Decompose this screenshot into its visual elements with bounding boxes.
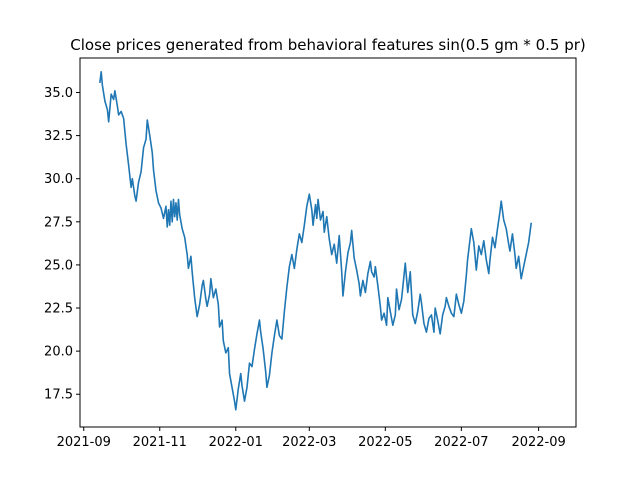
series-line-close bbox=[99, 70, 533, 411]
x-tick-label: 2021-09 bbox=[57, 435, 111, 450]
x-tick-label: 2021-11 bbox=[133, 435, 187, 450]
chart-title: Close prices generated from behavioral f… bbox=[70, 36, 585, 54]
y-tick-label: 20.0 bbox=[44, 345, 73, 360]
x-tick-label: 2022-09 bbox=[511, 435, 565, 450]
y-tick-label: 32.5 bbox=[44, 129, 73, 144]
y-tick-label: 22.5 bbox=[44, 302, 73, 317]
x-tick-label: 2022-07 bbox=[434, 435, 488, 450]
x-tick-label: 2022-01 bbox=[209, 435, 263, 450]
x-tick-label: 2022-05 bbox=[358, 435, 412, 450]
y-tick-label: 35.0 bbox=[44, 86, 73, 101]
plot-layer bbox=[99, 70, 533, 411]
plot-area-frame bbox=[79, 57, 577, 428]
x-axis-ticks: 2021-09 2021-11 2022-01 2022-03 2022-05 2022-… bbox=[57, 427, 566, 450]
x-tick-label: 2022-03 bbox=[282, 435, 336, 450]
y-tick-label: 17.5 bbox=[44, 388, 73, 403]
y-tick-label: 27.5 bbox=[44, 215, 73, 230]
y-tick-label: 30.0 bbox=[44, 172, 73, 187]
y-tick-label: 25.0 bbox=[44, 258, 73, 273]
y-axis-ticks: 17.5 20.0 22.5 25.0 27.5 30.0 32.5 35.0 bbox=[44, 86, 80, 403]
